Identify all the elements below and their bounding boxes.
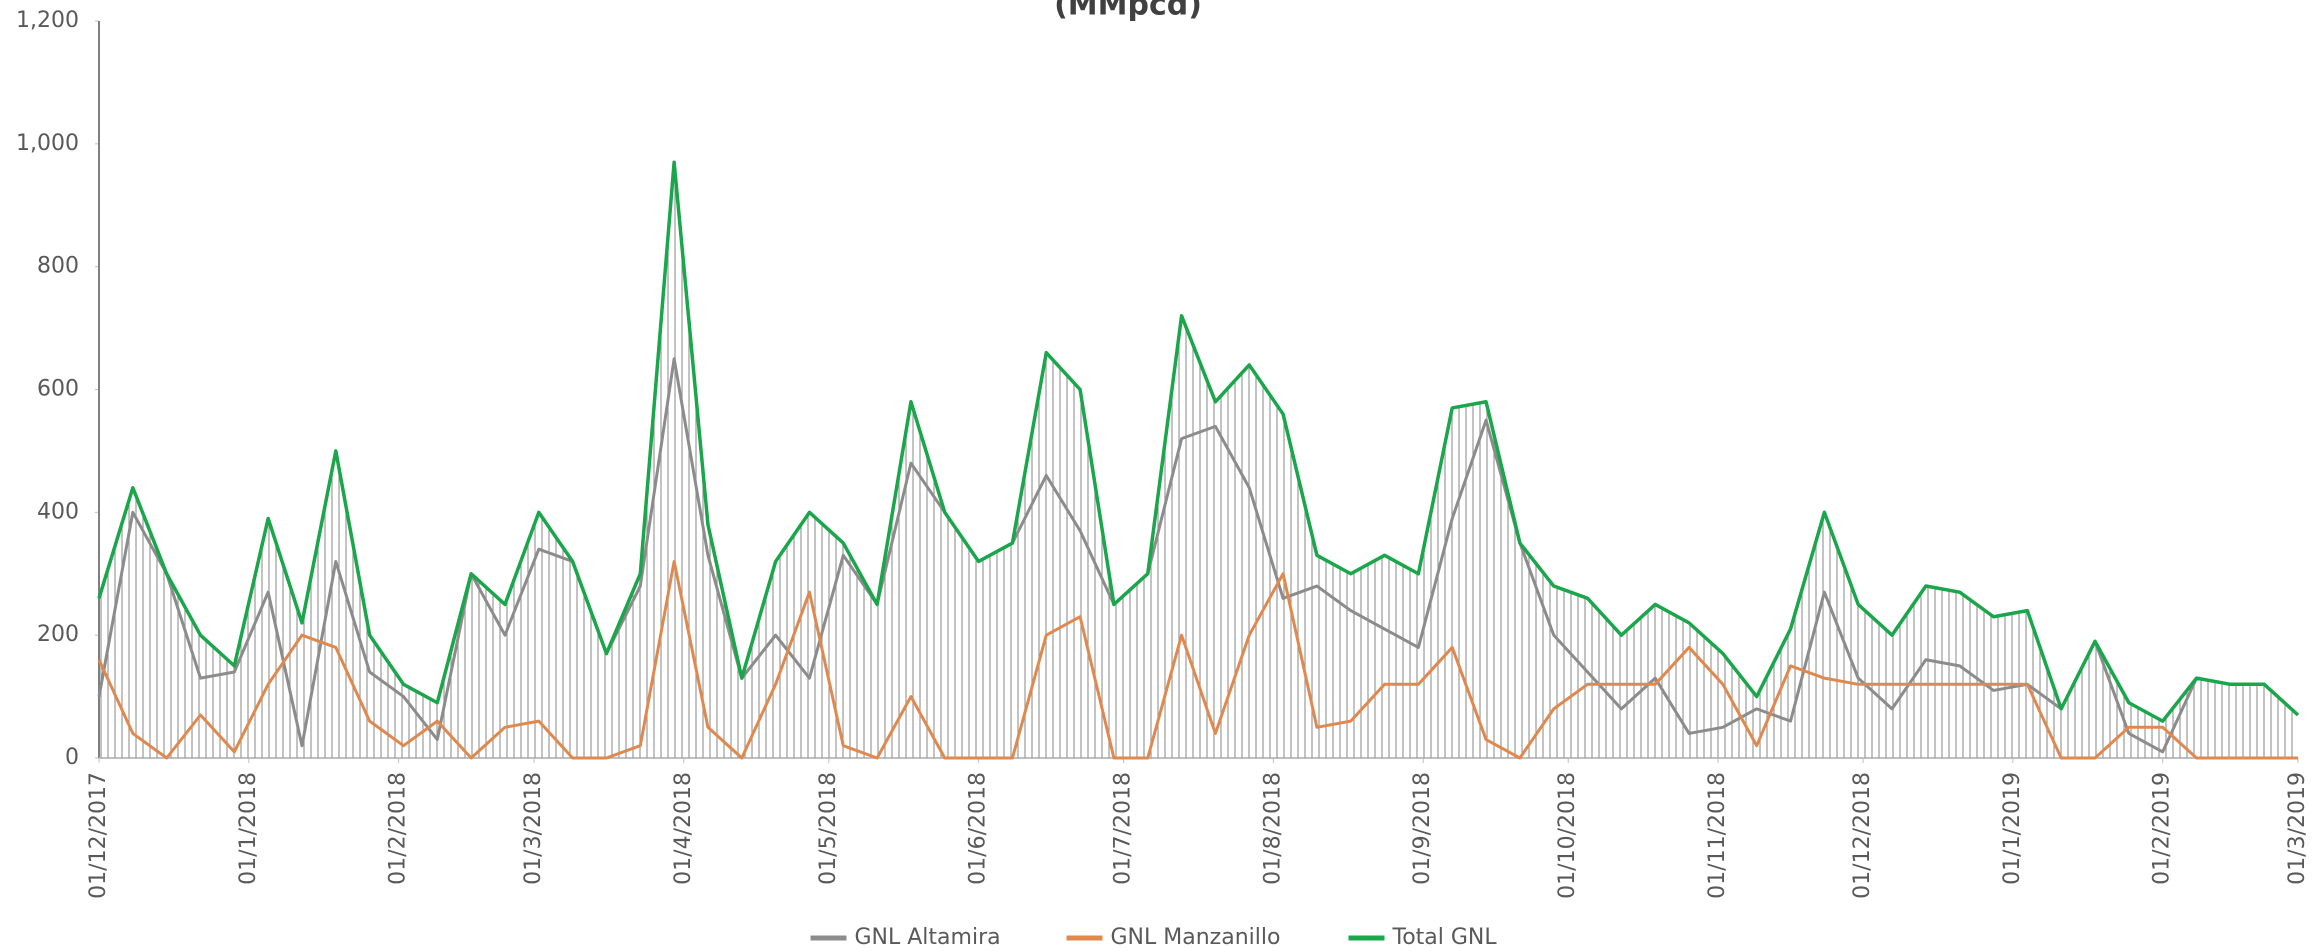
x-tick-label: 01/2/2019 (2150, 772, 2175, 885)
y-tick-label: 0 (65, 745, 79, 770)
x-tick-label: 01/10/2018 (1555, 772, 1580, 899)
x-tick-label: 01/12/2017 (86, 772, 111, 899)
y-tick-label: 800 (37, 254, 79, 279)
legend: GNL Altamira GNL Manzanillo Total GNL (811, 925, 1498, 950)
x-tick-label: 01/3/2019 (2285, 772, 2310, 885)
legend-label: Total GNL (1392, 925, 1498, 950)
y-tick-label: 600 (37, 377, 79, 402)
chart-title: (MMpcd) (1054, 0, 1202, 23)
chart: (MMpcd) 0 200 400 600 800 1,000 1,200 01/12/201… (0, 0, 2313, 951)
x-tick-label: 01/9/2018 (1410, 772, 1435, 885)
x-tick-label: 01/11/2018 (1705, 772, 1730, 899)
x-tick-label: 01/6/2018 (966, 772, 991, 885)
y-tick-label: 1,200 (16, 8, 79, 33)
x-tick-label: 01/3/2018 (521, 772, 546, 885)
y-tick-label: 1,000 (16, 131, 79, 156)
legend-label: GNL Altamira (855, 925, 1001, 950)
legend-label: GNL Manzanillo (1111, 925, 1281, 950)
x-tick-label: 01/4/2018 (671, 772, 696, 885)
x-tick-label: 01/1/2019 (2000, 772, 2025, 885)
x-tick-label: 01/5/2018 (816, 772, 841, 885)
x-tick-label: 01/8/2018 (1260, 772, 1285, 885)
area-hatch (99, 162, 2298, 758)
y-tick-label: 200 (37, 622, 79, 647)
y-tick-label: 400 (37, 499, 79, 524)
x-tick-label: 01/2/2018 (386, 772, 411, 885)
x-tick-label: 01/12/2018 (1850, 772, 1875, 899)
x-tick-label: 01/7/2018 (1111, 772, 1136, 885)
x-tick-label: 01/1/2018 (236, 772, 261, 885)
